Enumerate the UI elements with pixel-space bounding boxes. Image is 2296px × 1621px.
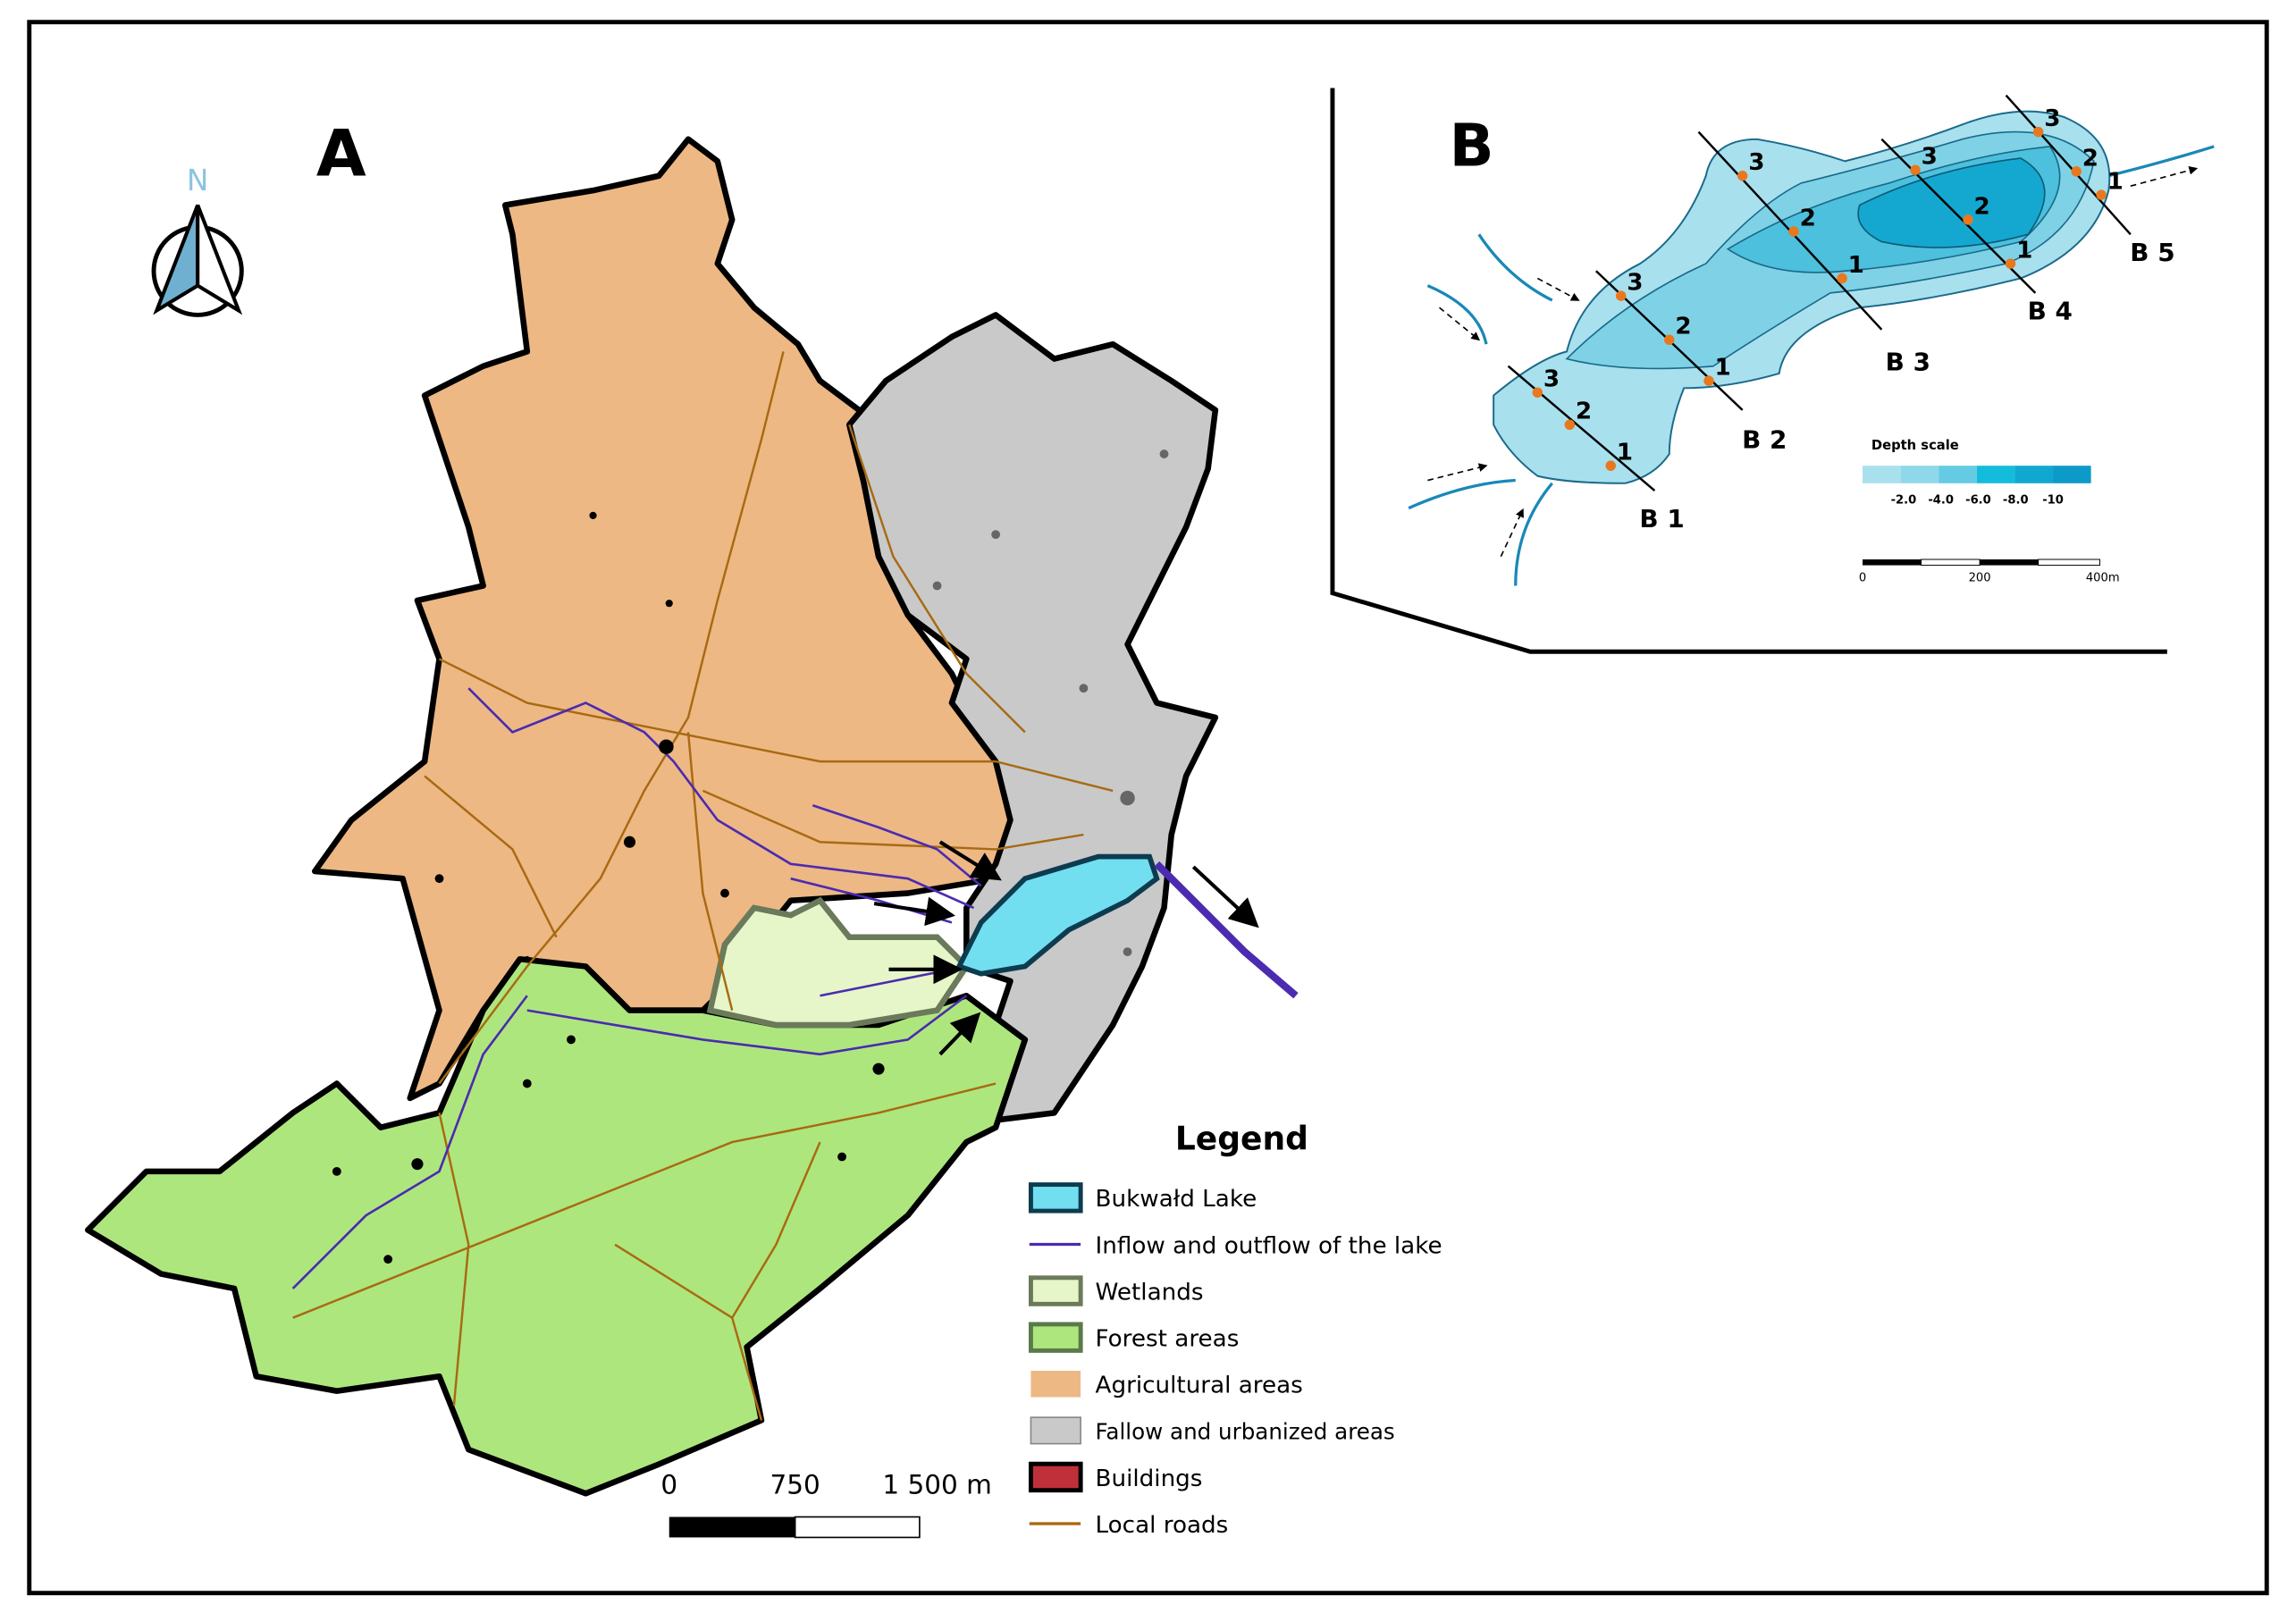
legend-swatch [1030,1371,1081,1398]
forest-area [85,956,1029,1497]
transect-line [1507,365,1656,491]
scale-bar: 0 750 1 500 m [660,1469,992,1539]
inflow [291,687,982,1289]
sample-point [1910,164,1921,175]
transect-label: B 5 [2130,238,2174,267]
scale-label: 750 [770,1469,820,1499]
sample-point-label: 2 [2082,145,2098,172]
scale-label: 200 [1969,572,1991,585]
sample-point [1615,290,1627,301]
sample-point [1605,460,1616,471]
legend-label: Bukwałd Lake [1096,1186,1257,1213]
transect-label: B 4 [2028,296,2073,325]
depth-scale [1863,466,2091,483]
buildings-urban [932,449,1169,957]
scale-label: 400m [2086,572,2120,585]
sample-point-label: 1 [2016,238,2032,265]
depth-scale-label: -2.0 [1891,494,1917,508]
sample-point-label: 2 [1974,193,1990,220]
sample-point-label: 3 [2044,105,2060,132]
flow-arrow [873,896,956,927]
buildings [332,511,885,1264]
legend-swatch [1028,1322,1083,1353]
legend-label: Forest areas [1096,1325,1240,1352]
wetlands-area [706,896,971,1029]
sample-point [2071,166,2082,177]
legend-title: Legend [1175,1121,1308,1157]
sample-point [1963,214,1973,225]
fallow-urban-area [845,312,1219,1123]
legend-label: Local roads [1096,1512,1229,1539]
legend-label: Agricultural areas [1096,1373,1303,1399]
legend-swatch [1028,1275,1083,1306]
legend-label: Fallow and urbanized areas [1096,1419,1395,1445]
sample-point-label: 1 [1715,355,1731,382]
north-label: N [187,164,208,197]
sample-point [2005,258,2016,269]
legend-label: Wetlands [1096,1279,1204,1306]
panel-a-map: A N 0 750 1 500 m [85,116,1299,1539]
transect-label: B 2 [1742,424,1787,454]
sample-point [1532,387,1543,398]
outflow [1154,861,1299,999]
scale-label: 0 [1859,572,1866,585]
flow-arrow [938,1012,981,1056]
depth-scale-label: -4.0 [1928,494,1954,508]
legend: Legend Bukwałd Lake Inflow and outflow of… [1028,1121,1442,1539]
sample-point-label: 3 [1543,366,1560,393]
depth-scale-label: -8.0 [2003,494,2029,508]
legend-swatch [1028,1461,1083,1493]
depth-scale-title: Depth scale [1871,438,1959,453]
panel-label: B [1450,112,1494,180]
scale-bar [1863,559,2100,567]
sample-point [1737,171,1748,181]
sample-point-label: 2 [1576,399,1592,425]
depth-scale-label: -6.0 [1965,494,1991,508]
sample-point [1564,419,1576,431]
sample-point-label: 1 [1617,440,1633,466]
transect-label: B 1 [1639,504,1684,533]
sample-point-label: 1 [1848,252,1864,279]
depth-scale-label: -10 [2042,494,2064,508]
sample-point-label: 3 [1922,144,1938,171]
transect-line [2005,94,2132,236]
flow-arrow [1191,865,1259,928]
sample-point-label: 2 [1675,314,1691,340]
legend-swatch [1028,1182,1083,1214]
sample-point [2096,189,2107,200]
sample-point [1837,273,1847,284]
sample-point [1664,334,1675,345]
transect-label: B 3 [1886,348,1930,377]
panel-label: A [316,116,366,191]
sample-point [1703,375,1714,386]
scale-label: 0 [660,1469,677,1499]
sample-point [1788,226,1799,237]
sample-point-label: 3 [1748,149,1764,176]
sample-point [2032,126,2044,138]
legend-label: Inflow and outflow of the lake [1096,1232,1442,1259]
scale-label: 1 500 m [882,1469,992,1499]
legend-label: Buildings [1096,1466,1203,1492]
legend-swatch [1030,1416,1081,1445]
sample-point-label: 2 [1800,205,1816,231]
flow-arrow [938,840,1002,881]
sample-point-label: 1 [2107,169,2124,196]
lake [955,853,1160,977]
north-arrow: N [151,164,244,317]
sample-point-label: 3 [1627,270,1643,297]
